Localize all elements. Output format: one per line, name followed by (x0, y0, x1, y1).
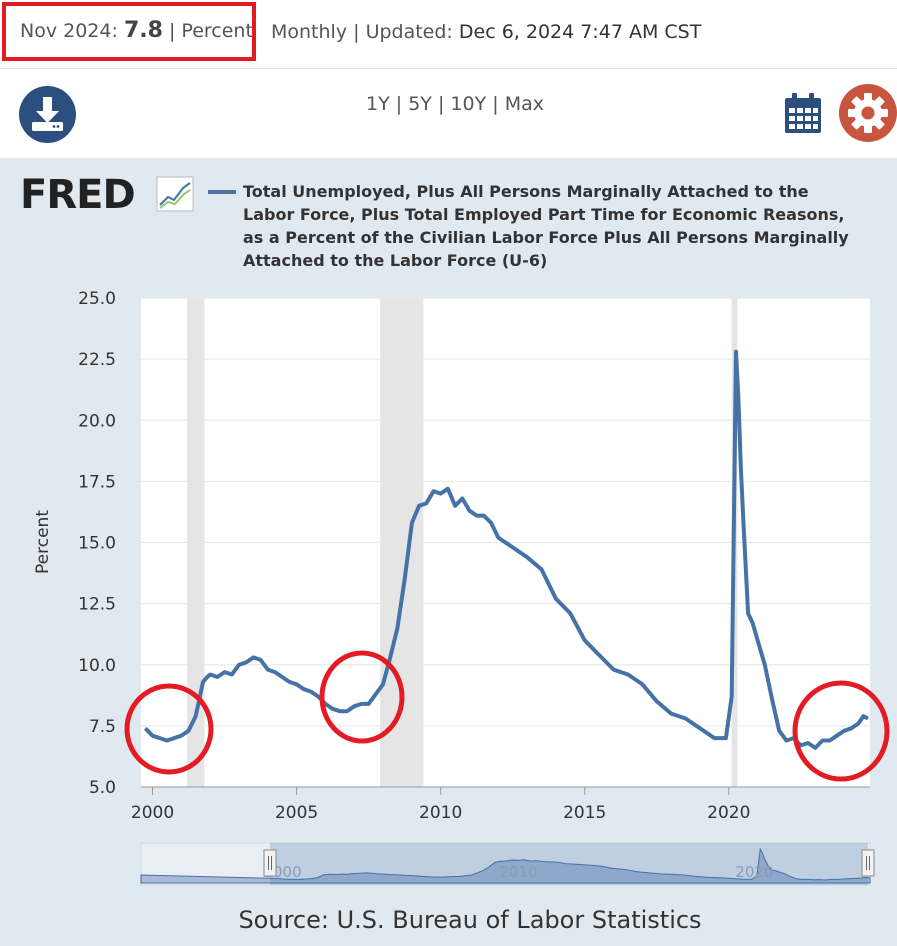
x-tick-label: 2020 (707, 803, 750, 823)
range-10y-button[interactable]: 10Y (450, 93, 487, 115)
y-tick-label: 25.0 (78, 289, 116, 309)
gridlines (141, 297, 870, 727)
navigator-series (140, 847, 871, 884)
observation-header: Nov 2024: 7.8 | Percent Monthly | Update… (0, 0, 897, 69)
navigator-left-handle[interactable] (263, 849, 277, 877)
navigator-label: 2020 (735, 863, 773, 881)
gear-icon (839, 84, 897, 142)
range-separator: | (395, 93, 403, 115)
date-range-selector: 1Y | 5Y | 10Y | Max (366, 93, 544, 115)
settings-button[interactable] (839, 84, 897, 142)
x-axis-ticks: 2000 2005 2010 2015 2020 (131, 787, 750, 823)
y-tick-label: 12.5 (78, 595, 116, 615)
range-navigator[interactable]: 2000 2010 2020 (140, 842, 875, 886)
x-tick-label: 2015 (563, 803, 606, 823)
observation-units: | Percent (168, 20, 253, 42)
range-separator: | (437, 93, 445, 115)
download-button[interactable] (19, 86, 76, 143)
range-max-button[interactable]: Max (504, 93, 544, 115)
range-5y-button[interactable]: 5Y (408, 93, 432, 115)
navigator-label: 2010 (499, 863, 537, 881)
navigator-selection[interactable] (270, 843, 868, 885)
observation-highlight-box (2, 2, 256, 61)
x-tick-label: 2000 (131, 803, 174, 823)
series-meta: Monthly | Updated: Dec 6, 2024 7:47 AM C… (271, 21, 701, 43)
frequency-label: Monthly (271, 21, 348, 43)
calendar-button[interactable] (783, 92, 823, 134)
fred-logo: FRED (20, 172, 198, 218)
y-axis-ticks: 5.0 7.5 10.0 12.5 15.0 17.5 20.0 22.5 25.0 (78, 289, 116, 798)
fred-logo-text: FRED (20, 175, 135, 215)
calendar-icon (785, 93, 821, 133)
annotation-circle (792, 680, 890, 782)
observation-value: 7.8 (123, 18, 163, 43)
navigator-right-handle[interactable] (861, 849, 875, 877)
y-axis-label: Percent (33, 510, 53, 574)
source-note: Source: U.S. Bureau of Labor Statistics (238, 906, 702, 934)
series-line-u6 (143, 349, 869, 750)
y-tick-label: 22.5 (78, 350, 116, 370)
y-tick-label: 20.0 (78, 411, 116, 431)
series-legend-line (208, 190, 236, 194)
y-tick-label: 15.0 (78, 534, 116, 554)
updated-label: | Updated: (353, 21, 453, 43)
observation-date: Nov 2024: (20, 20, 118, 42)
annotation-circle (124, 683, 214, 775)
annotation-circle (319, 650, 405, 744)
download-icon (32, 97, 63, 131)
line-chart-icon (156, 176, 194, 212)
y-tick-label: 5.0 (89, 778, 116, 798)
y-tick-label: 7.5 (89, 717, 116, 737)
y-tick-label: 17.5 (78, 472, 116, 492)
chart-title: Total Unemployed, Plus All Persons Margi… (243, 182, 849, 270)
latest-observation: Nov 2024: 7.8 | Percent (20, 18, 253, 43)
range-separator: | (492, 93, 499, 115)
y-tick-label: 10.0 (78, 656, 116, 676)
x-tick-label: 2005 (275, 803, 318, 823)
range-1y-button[interactable]: 1Y (366, 93, 390, 115)
annotation-circles (124, 650, 890, 782)
updated-value: Dec 6, 2024 7:47 AM CST (458, 21, 702, 43)
x-tick-label: 2010 (419, 803, 462, 823)
